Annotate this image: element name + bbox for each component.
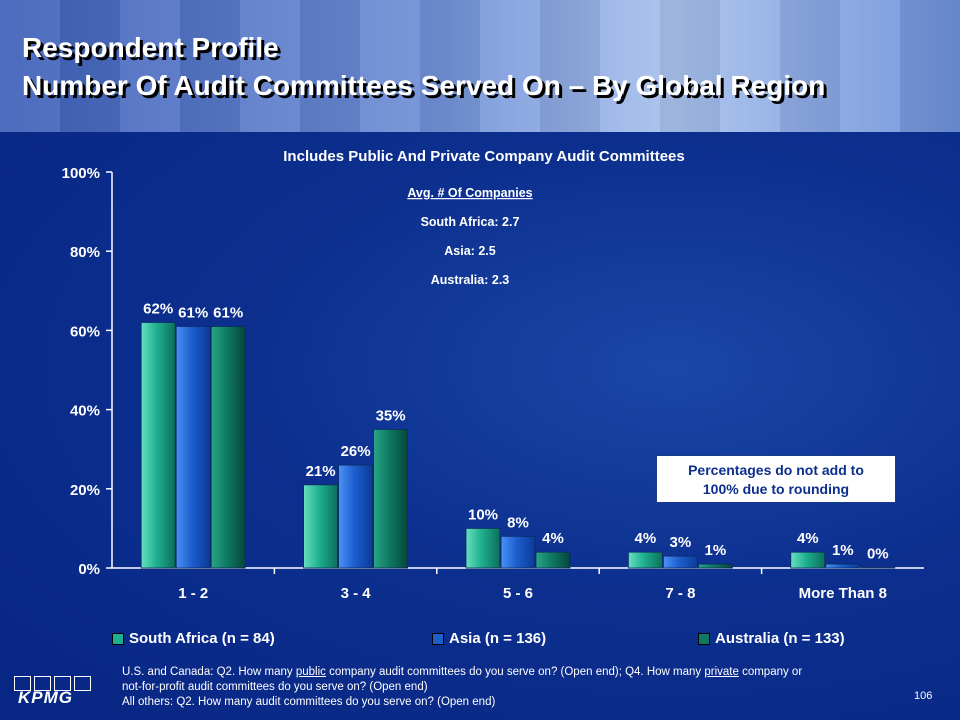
rounding-note-line-1: Percentages do not add to — [688, 462, 864, 478]
footnote-text: U.S. and Canada: Q2. How many — [122, 666, 296, 678]
bar — [663, 555, 698, 569]
legend-item-south-africa: South Africa (n = 84) — [112, 630, 275, 647]
header-background — [0, 0, 960, 132]
legend-label-australia: Australia (n = 133) — [715, 630, 845, 647]
footnote-line-2: not-for-profit audit committees do you s… — [122, 681, 428, 693]
legend-item-australia: Australia (n = 133) — [698, 630, 845, 647]
footnote-line-1: U.S. and Canada: Q2. How many public com… — [122, 665, 922, 680]
data-label: 35% — [376, 407, 406, 424]
data-label: 4% — [542, 530, 564, 547]
data-label: 62% — [143, 300, 173, 317]
y-tick-label: 40% — [70, 403, 100, 420]
bar — [303, 484, 339, 569]
bar — [338, 464, 374, 569]
footnote-underline-private: private — [704, 666, 739, 678]
bar — [790, 551, 826, 569]
x-tick-label: More Than 8 — [799, 585, 887, 602]
footnote-text: company audit committees do you serve on… — [325, 666, 705, 678]
legend-item-asia: Asia (n = 136) — [432, 630, 546, 647]
annotation-line: Asia: 2.5 — [444, 244, 495, 258]
page-number: 106 — [914, 690, 933, 702]
data-label: 3% — [670, 534, 692, 551]
x-tick-label: 1 - 2 — [178, 585, 208, 602]
bar — [500, 535, 536, 569]
legend-label-asia: Asia (n = 136) — [449, 630, 547, 647]
y-tick-label: 20% — [70, 482, 100, 499]
bar — [140, 322, 176, 569]
x-tick-label: 5 - 6 — [503, 585, 533, 602]
footnote-underline-public: public — [295, 666, 326, 678]
annotation-heading: Avg. # Of Companies — [407, 186, 532, 200]
bar — [373, 428, 409, 569]
y-tick-label: 100% — [62, 165, 100, 182]
y-tick-label: 80% — [70, 244, 100, 261]
bar — [175, 326, 211, 569]
x-tick-label: 3 - 4 — [341, 585, 372, 602]
data-label: 4% — [797, 530, 819, 547]
y-tick-label: 0% — [78, 561, 100, 578]
legend-swatch-australia — [698, 632, 710, 645]
chart-title: Includes Public And Private Company Audi… — [283, 148, 685, 165]
data-label: 61% — [178, 304, 208, 321]
bar — [465, 528, 501, 569]
legend-label-south-africa: South Africa (n = 84) — [129, 630, 275, 647]
kpmg-logo: KPMG — [14, 676, 94, 710]
rounding-note-box: Percentages do not add to 100% due to ro… — [656, 455, 896, 503]
logo-boxes-icon — [14, 676, 91, 691]
bar — [628, 551, 663, 569]
data-label: 26% — [341, 443, 371, 460]
page-title-line-2: Number Of Audit Committees Served On – B… — [22, 70, 826, 101]
logo-text: KPMG — [18, 688, 73, 707]
bar — [535, 551, 571, 569]
data-label: 8% — [507, 514, 529, 531]
data-label: 1% — [832, 542, 854, 559]
legend-swatch-asia — [432, 632, 444, 645]
chart-legend: South Africa (n = 84) Asia (n = 136) Aus… — [112, 630, 924, 652]
bar — [860, 567, 896, 569]
rounding-note-line-2: 100% due to rounding — [702, 481, 850, 497]
bar — [825, 563, 861, 569]
data-label: 1% — [705, 542, 727, 559]
data-label: 21% — [306, 463, 336, 480]
annotation-line: Australia: 2.3 — [431, 273, 510, 287]
legend-swatch-south-africa — [112, 632, 124, 645]
footnote: U.S. and Canada: Q2. How many public com… — [122, 665, 922, 710]
footnote-line-3: All others: Q2. How many audit committee… — [122, 696, 496, 708]
annotation-line: South Africa: 2.7 — [421, 215, 520, 229]
data-label: 61% — [213, 304, 243, 321]
x-tick-label: 7 - 8 — [665, 585, 695, 602]
data-label: 10% — [468, 506, 498, 523]
bar — [698, 563, 733, 569]
bar — [210, 326, 246, 569]
data-label: 0% — [867, 546, 889, 563]
footnote-text: company or — [738, 666, 803, 678]
y-tick-label: 60% — [70, 323, 100, 340]
page-title-line-1: Respondent Profile — [22, 32, 279, 63]
data-label: 4% — [635, 530, 657, 547]
